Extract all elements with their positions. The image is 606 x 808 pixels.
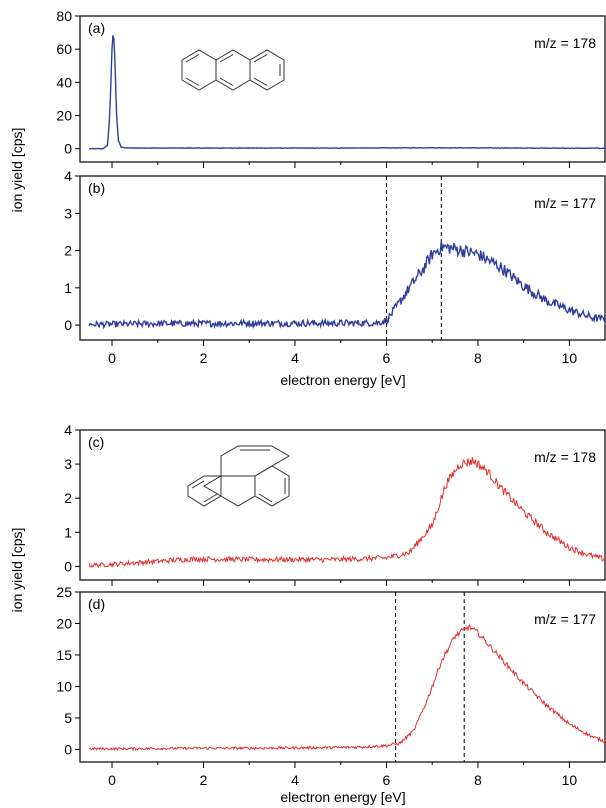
plot-frame bbox=[79, 15, 606, 163]
x-axis-label: electron energy [eV] bbox=[280, 789, 405, 805]
x-tick-label: 0 bbox=[108, 350, 116, 366]
phenanthrene-structure-icon bbox=[187, 445, 290, 507]
x-tick-label: 8 bbox=[474, 350, 482, 366]
y-tick-label: 3 bbox=[64, 205, 72, 221]
x-axis-label: electron energy [eV] bbox=[280, 372, 405, 388]
panel-4: 0 5 10 15 20 25 0 2 4 6 8 10 electron energy [eV] (d)… bbox=[56, 584, 606, 805]
x-tick-label: 0 bbox=[108, 772, 116, 788]
y-tick-label: 25 bbox=[56, 584, 72, 600]
x-tick-label: 2 bbox=[200, 350, 208, 366]
y-tick-label: 0 bbox=[64, 741, 72, 757]
y-tick-label: 4 bbox=[64, 168, 72, 184]
panel-label: (b) bbox=[88, 180, 105, 196]
x-tick-label: 4 bbox=[291, 772, 299, 788]
x-tick-label: 4 bbox=[291, 350, 299, 366]
y-tick-label: 3 bbox=[64, 456, 72, 472]
y-tick-label: 5 bbox=[64, 710, 72, 726]
y-tick-label: 0 bbox=[64, 558, 72, 574]
plot-frame bbox=[79, 175, 606, 341]
y-tick-label: 15 bbox=[56, 647, 72, 663]
ylabel-bottom: ion yield [cps] bbox=[9, 528, 25, 613]
y-tick-label: 80 bbox=[56, 8, 72, 24]
y-tick-label: 60 bbox=[56, 41, 72, 57]
mz-annotation: m/z = 177 bbox=[534, 611, 596, 627]
panel-label: (a) bbox=[88, 20, 105, 36]
mz-annotation: m/z = 177 bbox=[534, 195, 596, 211]
data-series-line bbox=[88, 623, 606, 752]
y-tick-label: 0 bbox=[64, 317, 72, 333]
mz-annotation: m/z = 178 bbox=[534, 449, 596, 465]
x-tick-label: 8 bbox=[474, 772, 482, 788]
x-tick-label: 10 bbox=[562, 772, 578, 788]
y-tick-label: 1 bbox=[64, 280, 72, 296]
y-tick-label: 1 bbox=[64, 524, 72, 540]
plot-frame bbox=[79, 429, 606, 581]
y-tick-label: 2 bbox=[64, 243, 72, 259]
y-tick-label: 4 bbox=[64, 422, 72, 438]
ylabel-top: ion yield [cps] bbox=[9, 128, 25, 213]
y-tick-label: 20 bbox=[56, 108, 72, 124]
x-tick-label: 2 bbox=[200, 772, 208, 788]
data-series-line bbox=[89, 35, 606, 150]
y-tick-label: 20 bbox=[56, 615, 72, 631]
x-tick-label: 6 bbox=[383, 772, 391, 788]
panel-label: (d) bbox=[88, 596, 105, 612]
panel-1: 0 20 40 60 80 (a) m/z = 178 bbox=[56, 8, 606, 168]
plot-frame bbox=[79, 591, 606, 763]
x-tick-label: 6 bbox=[383, 350, 391, 366]
data-series-line bbox=[88, 240, 606, 330]
panel-label: (c) bbox=[88, 434, 104, 450]
x-tick-label: 10 bbox=[562, 350, 578, 366]
anthracene-structure-icon bbox=[181, 49, 285, 91]
panel-3: 0 1 2 3 4 (c) m/z = 178 bbox=[64, 422, 606, 586]
data-series-line bbox=[88, 457, 606, 569]
y-tick-label: 0 bbox=[64, 141, 72, 157]
y-tick-label: 40 bbox=[56, 74, 72, 90]
y-tick-label: 2 bbox=[64, 490, 72, 506]
y-tick-label: 10 bbox=[56, 678, 72, 694]
panel-2: 0 1 2 3 4 0 2 4 6 8 10 electron energy [eV] (b) m/z =… bbox=[64, 168, 606, 388]
mz-annotation: m/z = 178 bbox=[534, 35, 596, 51]
